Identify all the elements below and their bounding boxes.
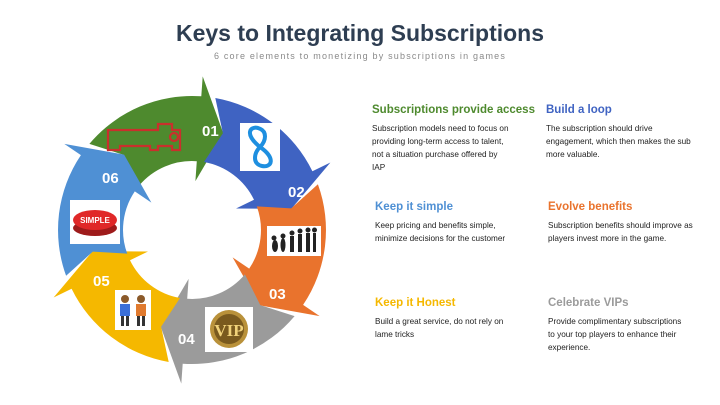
block-celebrate-vips: Celebrate VIPs Provide complimentary sub… — [548, 297, 718, 354]
block-heading: Build a loop — [546, 104, 612, 116]
block-subscriptions-access: Subscriptions provide access Subscriptio… — [372, 104, 542, 174]
vip-badge-icon: VIP — [205, 307, 253, 352]
block-text: The subscription should drive engagement… — [546, 124, 691, 159]
block-heading: Celebrate VIPs — [548, 297, 629, 309]
block-text: Keep pricing and benefits simple, minimi… — [375, 221, 506, 243]
simple-label: SIMPLE — [80, 216, 110, 225]
evolution-icon — [267, 226, 321, 256]
vip-label: VIP — [214, 321, 243, 340]
key-icon — [106, 122, 182, 152]
block-evolve-benefits: Evolve benefits Subscription benefits sh… — [548, 201, 718, 245]
simple-button-icon: SIMPLE — [70, 200, 120, 244]
block-heading: Keep it Honest — [375, 297, 456, 309]
block-keep-simple: Keep it simple Keep pricing and benefits… — [375, 201, 545, 245]
segment-05-number: 05 — [93, 273, 110, 290]
segment-03-number: 03 — [269, 286, 286, 303]
block-text: Subscription models need to focus on pro… — [372, 124, 509, 172]
page-subtitle: 6 core elements to monetizing by subscri… — [213, 51, 507, 61]
segment-01-number: 01 — [202, 123, 219, 140]
segment-04-number: 04 — [178, 331, 195, 348]
block-text: Subscription benefits should improve as … — [548, 221, 693, 243]
block-heading: Evolve benefits — [548, 201, 633, 213]
segment-02-number: 02 — [288, 184, 305, 201]
page-title: Keys to Integrating Subscriptions — [175, 20, 545, 46]
block-build-loop: Build a loop The subscription should dri… — [546, 104, 716, 161]
block-heading: Subscriptions provide access — [372, 104, 535, 116]
block-keep-honest: Keep it Honest Build a great service, do… — [375, 297, 545, 341]
handshake-icon — [115, 290, 151, 330]
infinity-loop-icon — [240, 123, 280, 171]
block-text: Build a great service, do not rely on la… — [375, 317, 504, 339]
block-heading: Keep it simple — [375, 201, 453, 213]
block-text: Provide complimentary subscriptions to y… — [548, 317, 682, 352]
segment-06-number: 06 — [102, 170, 119, 187]
